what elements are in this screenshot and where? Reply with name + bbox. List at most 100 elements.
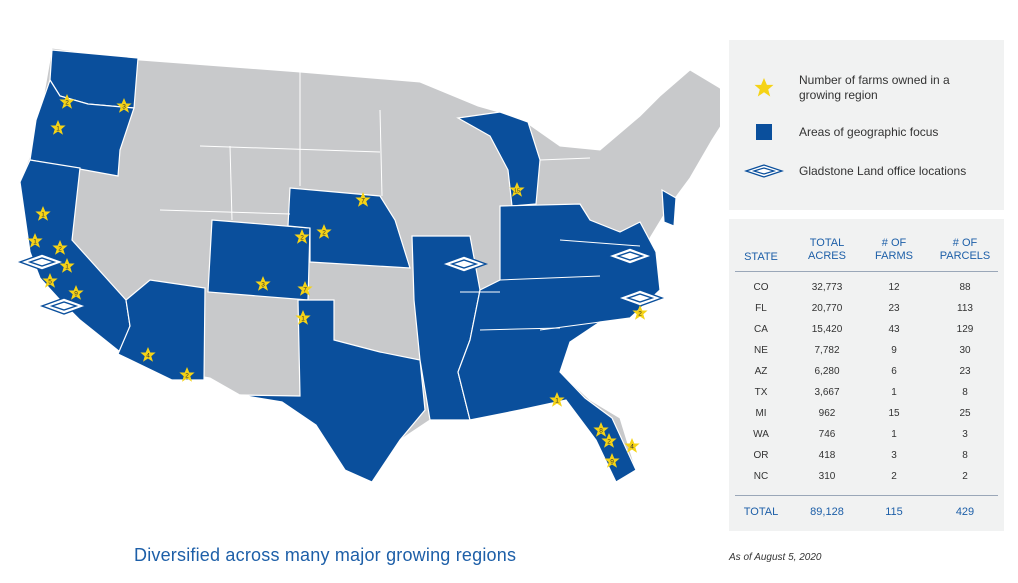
farm-count-star-fl: 9 <box>604 453 620 468</box>
header-divider <box>735 271 998 272</box>
state-new-jersey <box>661 188 677 227</box>
star-count-label: 2 <box>300 235 304 242</box>
table-cell: 3 <box>891 450 897 461</box>
table-cell: 3,667 <box>814 387 840 398</box>
total-acres: 89,128 <box>810 506 844 518</box>
table-cell: 30 <box>959 345 971 356</box>
header-farms: # OF FARMS <box>875 237 913 262</box>
office-location-icon <box>17 253 67 271</box>
farm-count-star-co: 7 <box>297 281 313 296</box>
table-cell: 7,782 <box>814 345 840 356</box>
state-arizona <box>117 279 206 381</box>
table-cell: 6 <box>891 366 897 377</box>
star-icon <box>297 281 313 296</box>
star-count-label: 8 <box>599 428 603 435</box>
total-farms: 115 <box>885 506 903 518</box>
region-east <box>457 203 661 483</box>
star-icon <box>59 94 75 109</box>
farm-count-star-co: 1 <box>295 310 311 325</box>
state-oregon <box>29 78 135 177</box>
table-cell: 3 <box>962 429 968 440</box>
table-cell: 8 <box>962 387 968 398</box>
star-icon <box>624 438 640 453</box>
star-icon <box>632 305 648 320</box>
farm-count-star-la: 1 <box>549 392 565 407</box>
table-cell: 310 <box>818 471 836 482</box>
total-divider <box>735 495 998 496</box>
star-count-label: 1 <box>56 126 60 133</box>
star-icon <box>116 98 132 113</box>
star-count-label: 2 <box>322 230 326 237</box>
star-count-label: 4 <box>630 444 634 451</box>
farm-count-star-ne: 2 <box>316 224 332 239</box>
farm-count-star-mi: 15 <box>509 182 525 197</box>
star-icon <box>601 433 617 448</box>
table-cell: 1 <box>891 387 897 398</box>
farm-count-star-fl: 8 <box>593 422 609 437</box>
star-count-label: 2 <box>607 439 611 446</box>
legend-focus-label: Areas of geographic focus <box>799 124 939 139</box>
table-cell: 6,280 <box>814 366 840 377</box>
star-icon <box>509 182 525 197</box>
star-icon <box>42 273 58 288</box>
star-count-label: 15 <box>514 189 520 195</box>
table-cell: 962 <box>818 408 836 419</box>
star-count-label: 1 <box>65 264 69 271</box>
star-count-label: 2 <box>58 246 62 253</box>
blue-square-icon <box>756 124 772 140</box>
office-location-icon <box>615 289 665 307</box>
legend-office-label: Gladstone Land office locations <box>799 163 967 178</box>
office-location-icon <box>605 247 655 265</box>
office-location-icon <box>439 255 489 273</box>
table-cell: 20,770 <box>811 303 843 314</box>
table-row-state: NE <box>754 345 768 356</box>
map-legend: Number of farms owned in a growing regio… <box>729 40 1004 210</box>
table-cell: 43 <box>888 324 900 335</box>
star-count-label: 1 <box>555 398 559 405</box>
farm-count-star-ca: 1 <box>35 206 51 221</box>
star-icon <box>355 192 371 207</box>
state-nebraska <box>287 187 411 269</box>
office-icon <box>744 164 784 178</box>
farm-count-star-ne: 2 <box>294 229 310 244</box>
table-row-state: OR <box>753 450 769 461</box>
star-count-label: 9 <box>610 459 614 466</box>
total-label: TOTAL <box>743 506 779 518</box>
star-icon <box>549 392 565 407</box>
farm-count-star-wa: 2 <box>59 94 75 109</box>
farm-count-star-fl: 4 <box>624 438 640 453</box>
farm-count-star-or: 1 <box>50 120 66 135</box>
table-cell: 1 <box>891 429 897 440</box>
holdings-table: STATE TOTAL ACRES # OF FARMS # OF PARCEL… <box>729 219 1004 531</box>
star-icon <box>179 367 195 382</box>
as-of-date: As of August 5, 2020 <box>729 552 822 563</box>
legend-star-label: Number of farms owned in a growing regio… <box>799 73 950 102</box>
table-cell: 23 <box>888 303 900 314</box>
star-icon <box>59 258 75 273</box>
star-count-label: 9 <box>74 291 78 298</box>
star-icon <box>35 206 51 221</box>
star-icon <box>52 240 68 255</box>
farm-count-star-wa: 3 <box>116 98 132 113</box>
table-cell: 25 <box>959 408 971 419</box>
table-row-state: CO <box>753 282 769 293</box>
star-count-label: 7 <box>303 287 307 294</box>
state-california <box>19 159 131 353</box>
state-texas <box>239 299 426 483</box>
table-row-state: FL <box>755 303 767 314</box>
header-state: STATE <box>744 251 778 263</box>
table-row-state: TX <box>754 387 768 398</box>
table-row-state: NC <box>753 471 769 482</box>
farm-count-star-ca: 1 <box>59 258 75 273</box>
office-location-icon <box>39 297 89 315</box>
farm-count-star-fl: 2 <box>601 433 617 448</box>
farm-count-star-ca: 2 <box>52 240 68 255</box>
star-icon <box>295 310 311 325</box>
table-cell: 113 <box>957 303 973 314</box>
table-cell: 418 <box>818 450 836 461</box>
star-count-label: 1 <box>301 316 305 323</box>
farm-count-star-ca: 9 <box>68 285 84 300</box>
star-count-label: 2 <box>65 100 69 107</box>
farm-count-star-ca: 5 <box>42 273 58 288</box>
